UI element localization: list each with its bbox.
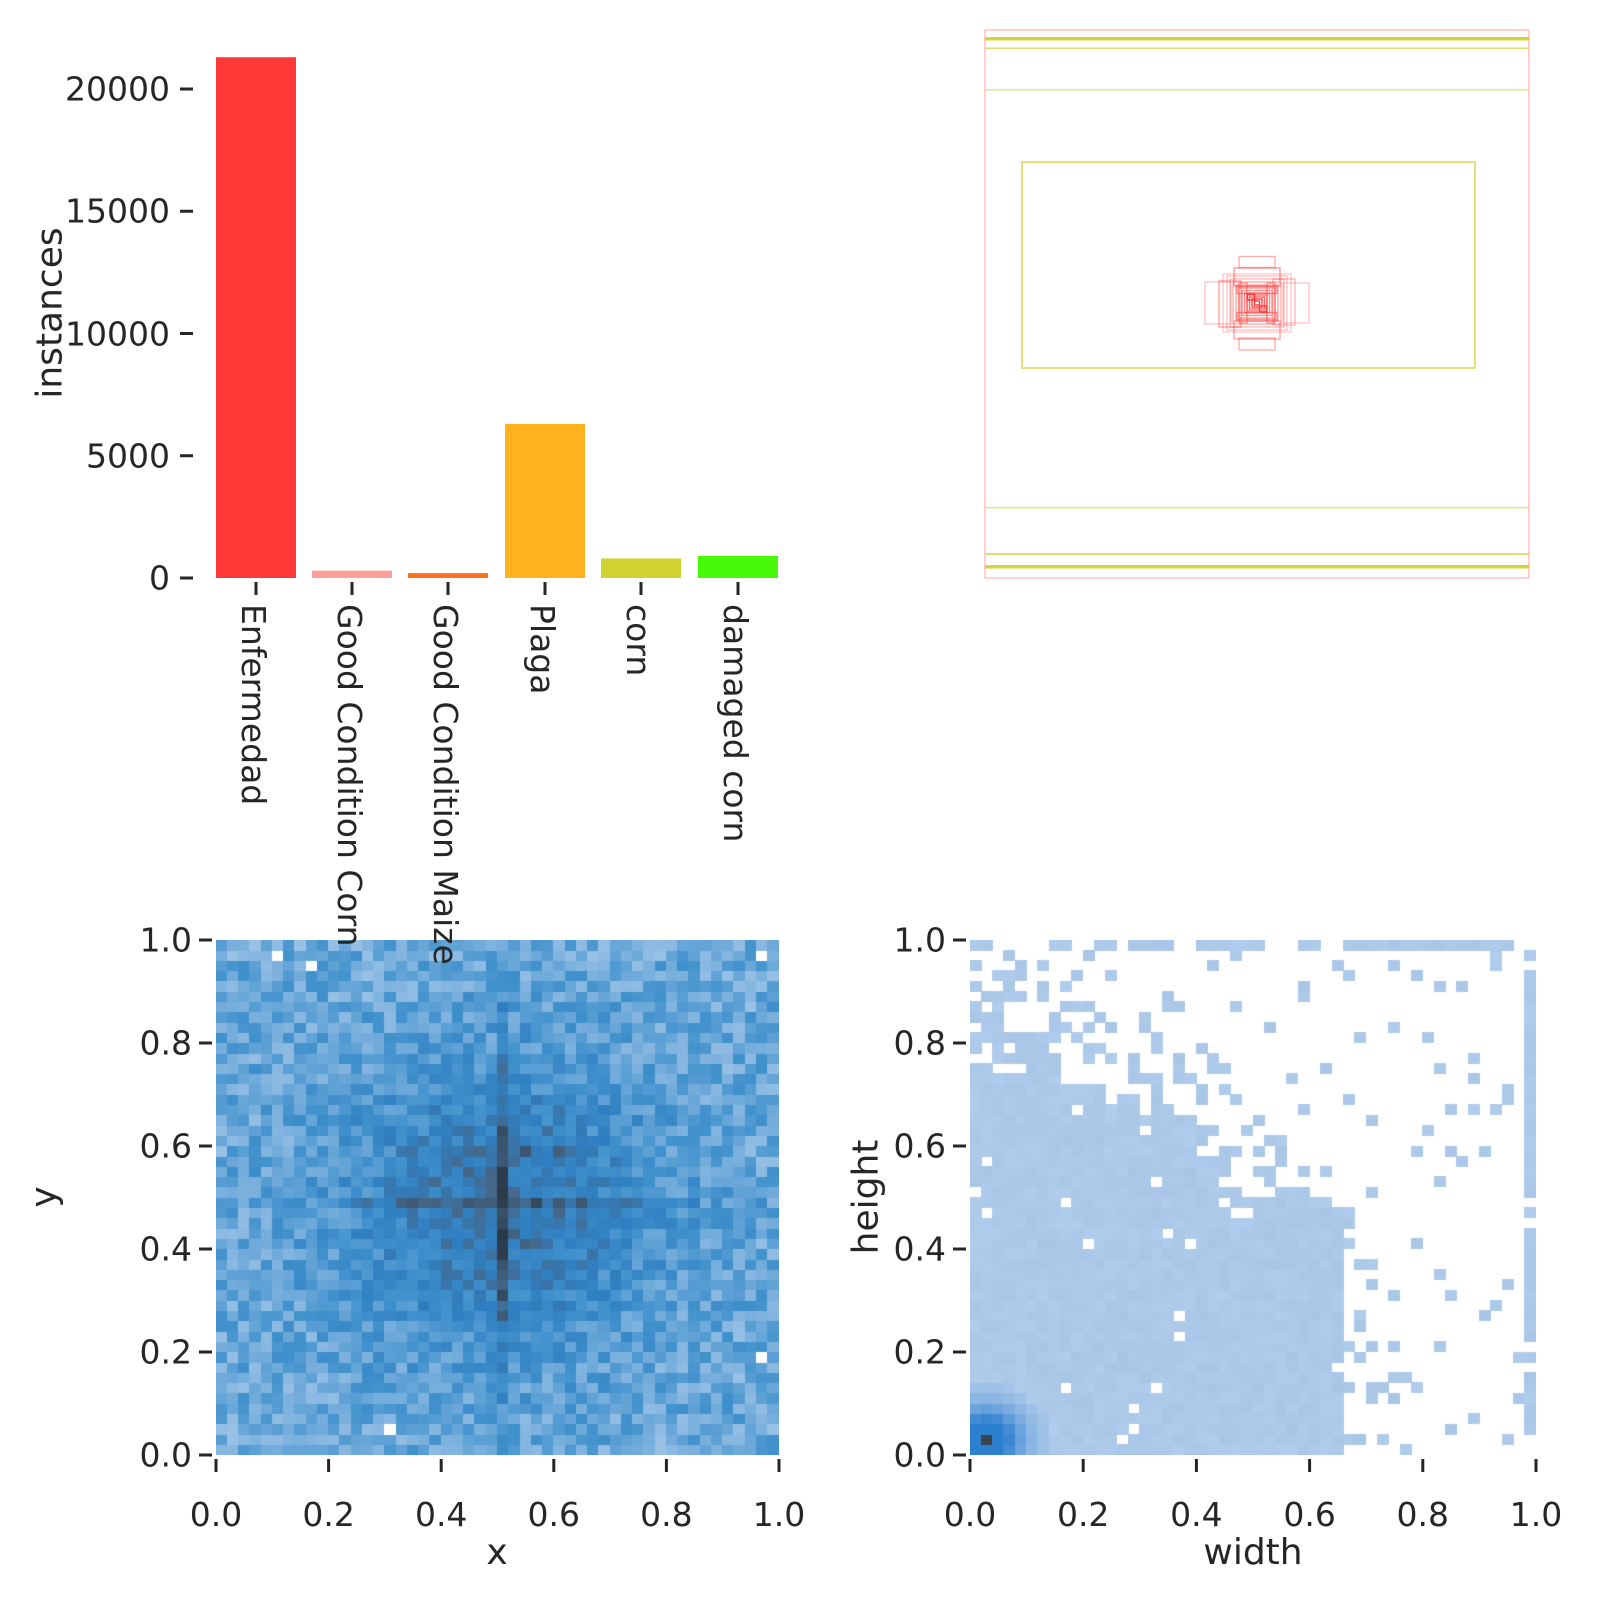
bar-class-label: damaged corn [716,604,755,843]
heatmap-wh-ytick-label: 0.4 [893,1229,946,1269]
bar-ytick-label: 20000 [65,69,170,109]
heatmap-xy-xtick-label: 1.0 [752,1495,806,1534]
heatmap-xy-xlabel: x [486,1532,508,1573]
heatmap-wh-xtick-label: 0.4 [1170,1495,1223,1534]
heatmap-xy-ytick-label: 0.6 [139,1126,192,1166]
heatmap-wh-xtick-label: 0.6 [1283,1495,1336,1534]
heatmap-xy-ytick-label: 0.8 [139,1023,192,1063]
heatmap-xy-xtick-label: 0.4 [414,1495,468,1534]
heatmap-xy-ytick-label: 0.4 [139,1229,192,1269]
heatmap-wh-ytick-label: 1.0 [893,920,946,960]
heatmap-wh-xtick-label: 0.2 [1056,1495,1110,1534]
heatmap-wh-xlabel: width [1203,1532,1303,1573]
heatmap-wh-ytick-label: 0.8 [893,1023,946,1063]
heatmap-xy-xtick-label: 0.0 [189,1495,243,1534]
heatmap-wh-ytick-label: 0.2 [893,1332,946,1372]
heatmap-wh-xtick-label: 0.8 [1396,1495,1450,1534]
heatmap-xy-canvas [216,940,779,1455]
bar-class-label: Good Condition Corn [330,604,369,947]
bar-ytick-label: 15000 [65,191,170,231]
bar-chart [216,57,778,578]
heatmap-xy-xtick-label: 0.8 [640,1495,693,1534]
heatmap-xy-xtick-label: 0.2 [302,1495,355,1534]
bar-class-label: corn [619,604,658,677]
bar-class-label: Plaga [523,604,562,695]
heatmap-xy-ytick-label: 0.2 [139,1332,192,1372]
bar-class-label: Enfermedad [234,604,273,806]
heatmap-wh-canvas [970,940,1536,1455]
heatmap-wh-ylabel: height [845,1139,887,1255]
bar-ytick-label: 0 [149,558,170,598]
heatmap-wh-xtick-label: 1.0 [1509,1495,1563,1534]
heatmap-xy-ytick-label: 0.0 [139,1435,192,1475]
bar-ytick-label: 10000 [65,314,170,353]
heatmap-wh-xtick-label: 0.0 [943,1495,997,1534]
heatmap-xy-ytick-label: 1.0 [139,920,192,960]
bar-chart-ylabel: instances [29,227,71,399]
heatmap-wh-ytick-label: 0.0 [893,1435,946,1475]
heatmap-wh-ytick-label: 0.6 [893,1126,946,1166]
heatmap-xy-xtick-label: 0.6 [527,1495,581,1534]
heatmap-xy-ylabel: y [23,1186,65,1208]
axis-tick-marks [180,87,1538,1472]
bounding-boxes-plot [984,29,1530,579]
bar-class-label: Good Condition Maize [426,604,465,965]
bar-ytick-label: 5000 [86,436,170,476]
